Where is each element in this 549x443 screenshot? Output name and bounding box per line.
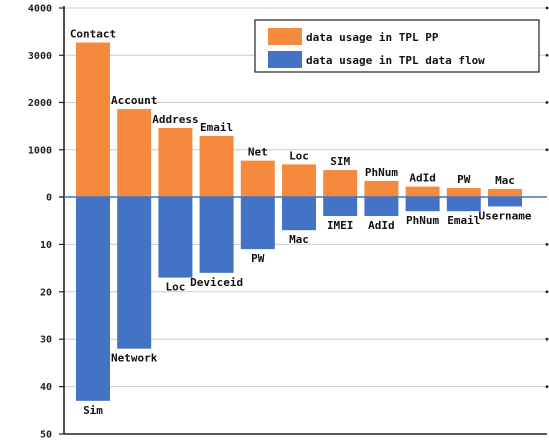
bar-bottom bbox=[364, 197, 399, 216]
bar-top bbox=[240, 160, 275, 197]
bar-label-top: SIM bbox=[330, 155, 350, 168]
bar-top bbox=[323, 170, 358, 197]
bar-label-bottom: Email bbox=[447, 214, 480, 227]
axes: 0 1000 2000 3000 4000 10 20 30 40 50 bbox=[28, 4, 547, 441]
gridline-end-dot bbox=[545, 243, 549, 246]
y-tick-label: 0 bbox=[46, 193, 52, 204]
bar-top bbox=[199, 136, 234, 197]
y-tick-label: 40 bbox=[40, 382, 52, 393]
gridline-end-dot bbox=[545, 148, 549, 152]
bar-bottom bbox=[240, 197, 275, 250]
bar-bottom bbox=[76, 197, 110, 401]
bar-label-bottom: AdId bbox=[368, 219, 395, 232]
bar-bottom bbox=[488, 197, 522, 207]
y-tick-label: 30 bbox=[40, 335, 52, 346]
bar-bottom bbox=[323, 197, 358, 216]
bar-label-bottom: PW bbox=[251, 252, 265, 265]
bar-label-bottom: PhNum bbox=[406, 214, 439, 227]
bar-label-bottom: Loc bbox=[165, 281, 185, 294]
bar-label-top: Address bbox=[152, 113, 198, 126]
legend-box bbox=[254, 19, 540, 73]
bar-label-bottom: Network bbox=[111, 352, 158, 365]
bar-label-top: Loc bbox=[289, 149, 309, 162]
y-tick-label: 4000 bbox=[28, 4, 52, 15]
gridline-end-dot bbox=[545, 53, 549, 57]
y-tick-label: 20 bbox=[40, 287, 52, 298]
bar-label-top: Account bbox=[111, 94, 157, 107]
bar-top bbox=[158, 128, 193, 197]
y-tick-label: 1000 bbox=[28, 145, 52, 156]
gridline-end-dot bbox=[545, 385, 549, 388]
bar-bottom bbox=[405, 197, 440, 212]
legend-swatch-top bbox=[268, 28, 302, 45]
gridline-end-dot bbox=[545, 290, 549, 294]
bar-top bbox=[76, 42, 110, 198]
bar-label-bottom: Sim bbox=[83, 404, 103, 417]
bar-top bbox=[117, 109, 152, 197]
bar-label-bottom: Deviceid bbox=[190, 276, 243, 289]
bar-label-top: PW bbox=[457, 173, 471, 186]
legend-swatch-bottom bbox=[268, 51, 302, 68]
bar-top bbox=[364, 180, 399, 197]
bar-top bbox=[446, 188, 481, 197]
bar-label-top: AdId bbox=[409, 172, 436, 185]
bar-bottom bbox=[446, 197, 481, 212]
bar-label-top: Net bbox=[248, 146, 268, 159]
bars bbox=[76, 42, 522, 401]
legend-label-bottom: data usage in TPL data flow bbox=[306, 54, 485, 67]
bar-bottom bbox=[158, 197, 193, 278]
bar-label-top: Contact bbox=[70, 27, 116, 40]
y-tick-label: 2000 bbox=[28, 98, 52, 109]
legend: data usage in TPL PP data usage in TPL d… bbox=[254, 19, 540, 73]
bar-label-top: PhNum bbox=[365, 166, 398, 179]
bar-label-bottom: IMEI bbox=[327, 219, 354, 232]
bar-bottom bbox=[282, 197, 316, 231]
gridline-end-dot bbox=[545, 6, 549, 10]
gridline-end-dot bbox=[545, 101, 549, 104]
bar-label-top: Mac bbox=[495, 174, 515, 187]
bar-label-top: Email bbox=[200, 121, 233, 134]
bar-label-bottom: Username bbox=[479, 209, 532, 222]
bar-top bbox=[405, 186, 440, 197]
gridline-end-dot bbox=[545, 337, 549, 341]
bar-top bbox=[282, 164, 316, 197]
bar-label-bottom: Mac bbox=[289, 233, 309, 246]
y-tick-label: 10 bbox=[40, 240, 52, 251]
bar-top bbox=[488, 188, 522, 197]
bar-bottom bbox=[199, 197, 234, 273]
y-tick-label: 50 bbox=[40, 430, 52, 441]
legend-label-top: data usage in TPL PP bbox=[306, 31, 439, 44]
bar-bottom bbox=[117, 197, 152, 349]
y-tick-label: 3000 bbox=[28, 51, 52, 62]
